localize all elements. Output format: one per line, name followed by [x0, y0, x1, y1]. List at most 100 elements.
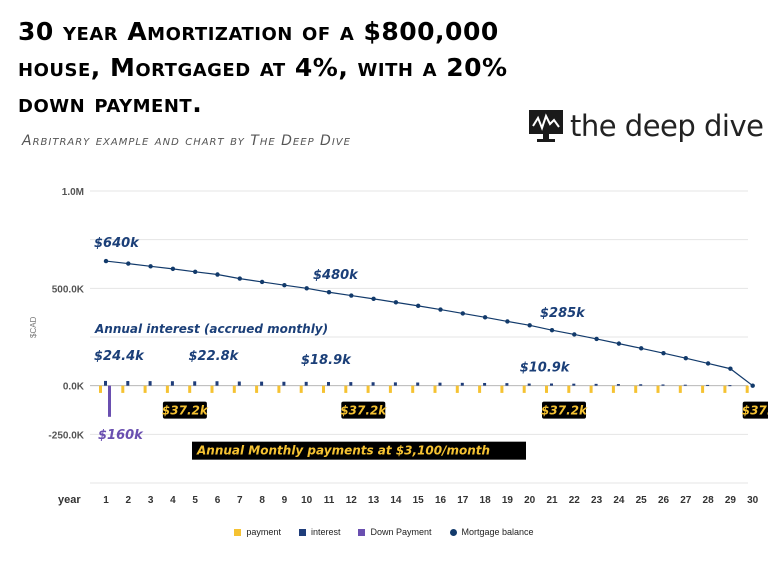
- x-tick-label: 21: [546, 495, 558, 506]
- interest-bar: [304, 381, 308, 386]
- annotation-label: $160k: [98, 428, 144, 443]
- payment-bar: [701, 385, 705, 393]
- balance-line: [105, 260, 754, 387]
- payment-bar: [567, 385, 571, 393]
- x-tick-label: 4: [170, 495, 176, 506]
- payment-bar: [522, 385, 526, 393]
- legend-swatch-down-payment: [358, 528, 366, 536]
- interest-bar: [616, 384, 620, 386]
- x-tick-label: 8: [259, 495, 265, 506]
- y-tick-label: -250.0K: [48, 430, 84, 441]
- x-tick-label: 16: [435, 495, 447, 506]
- balance-point: [282, 283, 287, 288]
- y-axis-label: $CAD: [29, 316, 38, 338]
- x-tick-label: 10: [301, 495, 313, 506]
- interest-bar: [505, 383, 509, 386]
- balance-point: [750, 383, 755, 388]
- y-tick-label: 1.0M: [62, 187, 84, 198]
- payment-bar: [165, 385, 169, 393]
- x-tick-label: 28: [703, 495, 715, 506]
- down-payment-bar: [108, 385, 111, 417]
- x-tick-label: 3: [148, 495, 154, 506]
- annotation-label: $640k: [94, 236, 140, 251]
- interest-bar: [728, 385, 732, 387]
- interest-bar: [237, 381, 241, 386]
- annotation-label: $24.4k: [94, 349, 145, 364]
- balance-point: [594, 336, 599, 342]
- x-tick-label: 20: [524, 495, 536, 506]
- legend-balance: Mortgage balance: [449, 527, 534, 537]
- interest-bar: [193, 381, 197, 386]
- payment-bar: [545, 385, 548, 393]
- interest-bar: [349, 382, 353, 386]
- legend-down-payment: Down Payment: [358, 527, 432, 537]
- balance-point: [349, 293, 354, 298]
- payment-bar: [611, 385, 615, 393]
- balance-point: [215, 272, 220, 277]
- balance-point: [438, 307, 443, 312]
- interest-bar: [572, 383, 576, 386]
- payment-bar: [143, 385, 147, 393]
- x-tick-label: 19: [502, 495, 514, 506]
- balance-point: [193, 269, 198, 274]
- annotation-label: $285k: [540, 306, 586, 321]
- balance-point: [705, 361, 711, 366]
- interest-bar: [550, 383, 553, 386]
- brand-logo: the deep dive: [528, 108, 764, 144]
- interest-bar: [282, 381, 286, 386]
- payment-callout-box: [742, 401, 768, 419]
- x-tick-label: 17: [457, 495, 469, 506]
- x-tick-label: 27: [680, 495, 692, 506]
- payment-callout-label: $37.2k: [742, 404, 768, 418]
- payment-bar: [478, 385, 482, 393]
- x-tick-label: 6: [215, 495, 221, 506]
- interest-bar: [416, 382, 420, 386]
- payment-bar: [433, 385, 437, 393]
- balance-point: [170, 266, 176, 272]
- legend-swatch-balance: [449, 528, 457, 536]
- chart-legend: payment interest Down Payment Mortgage b…: [0, 527, 768, 537]
- payment-bar: [322, 385, 325, 393]
- annotation-label: $480k: [313, 268, 359, 283]
- x-tick-label: 9: [282, 495, 288, 506]
- interest-bar: [661, 384, 665, 386]
- interest-bar: [683, 384, 687, 386]
- x-tick-label: 5: [192, 495, 198, 506]
- x-tick-label: 24: [613, 495, 625, 506]
- monitor-chart-icon: [529, 110, 563, 142]
- balance-point: [527, 323, 532, 328]
- interest-bar: [527, 383, 531, 386]
- payment-bar: [745, 385, 749, 393]
- interest-bar: [327, 381, 330, 386]
- x-tick-label: 2: [126, 495, 132, 506]
- payment-callout-label: $37.2k: [541, 404, 588, 418]
- balance-point: [371, 296, 376, 302]
- annotation-label: Annual interest (accrued monthly): [94, 322, 328, 336]
- payment-bar: [344, 385, 348, 393]
- balance-point: [304, 286, 309, 291]
- balance-point: [148, 264, 153, 269]
- x-tick-label: 13: [368, 495, 380, 506]
- interest-bar: [215, 381, 219, 386]
- payment-bar: [411, 385, 415, 393]
- legend-label-payment: payment: [246, 527, 281, 537]
- interest-bar: [371, 382, 375, 386]
- balance-point: [683, 356, 688, 361]
- balance-point: [661, 350, 666, 356]
- balance-point: [237, 276, 242, 281]
- payment-bar: [232, 385, 236, 393]
- chart-subtitle: Arbitrary example and chart by The Deep …: [22, 133, 351, 149]
- balance-point: [616, 341, 622, 346]
- interest-bar: [706, 384, 710, 386]
- balance-point: [728, 366, 733, 371]
- payment-bar: [255, 385, 259, 393]
- legend-label-down-payment: Down Payment: [370, 527, 432, 537]
- legend-label-balance: Mortgage balance: [461, 527, 534, 537]
- payment-bar: [99, 385, 102, 393]
- balance-point: [103, 258, 109, 264]
- balance-point: [482, 315, 488, 320]
- chart-title: 30 year Amortization of a $800,000 house…: [18, 17, 508, 118]
- legend-label-interest: interest: [310, 527, 341, 537]
- payment-bar: [500, 385, 504, 393]
